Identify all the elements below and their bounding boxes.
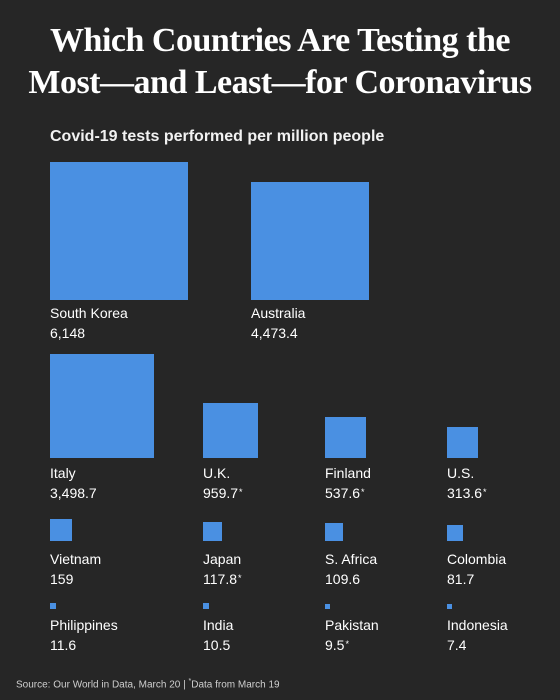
label-s-africa: S. Africa 109.6 <box>325 550 377 588</box>
label-japan: Japan 117.8* <box>203 550 242 588</box>
label-philippines: Philippines 11.6 <box>50 616 118 654</box>
country-name: Vietnam <box>50 551 102 567</box>
country-name: India <box>203 617 234 633</box>
footnote-mark: * <box>483 487 487 497</box>
value-label: 4,473.4 <box>251 325 298 341</box>
square-finland <box>325 417 366 458</box>
label-indonesia: Indonesia 7.4 <box>447 616 508 654</box>
value-label: 109.6 <box>325 571 361 587</box>
value-label: 537.6* <box>325 485 365 501</box>
source-footnote-mark: * <box>188 678 192 685</box>
country-name: U.K. <box>203 465 231 481</box>
value-label: 10.5 <box>203 637 231 653</box>
title-line-2: Most—and Least—for Coronavirus <box>28 64 532 101</box>
label-finland: Finland 537.6* <box>325 464 371 502</box>
value-label: 9.5* <box>325 637 349 653</box>
country-name: U.S. <box>447 465 475 481</box>
footnote-mark: * <box>361 487 365 497</box>
source-footnote-text: Data from March 19 <box>191 679 280 691</box>
square-pakistan <box>325 603 331 609</box>
value-label: 11.6 <box>50 637 77 653</box>
square-s-africa <box>325 522 344 541</box>
value-label: 81.7 <box>447 571 475 587</box>
source-text: Source: Our World in Data, March 20 | <box>16 679 189 691</box>
label-vietnam: Vietnam 159 <box>50 550 101 588</box>
value-label: 313.6* <box>447 485 487 501</box>
value-label: 959.7* <box>203 485 243 501</box>
country-name: Philippines <box>50 617 118 633</box>
footnote-mark: * <box>238 573 242 583</box>
label-colombia: Colombia 81.7 <box>447 550 506 588</box>
square-italy <box>50 353 155 458</box>
country-name: South Korea <box>50 305 128 321</box>
square-u-k <box>203 403 258 458</box>
label-u-k: U.K. 959.7* <box>203 464 243 502</box>
square-australia <box>251 182 369 300</box>
label-u-s: U.S. 313.6* <box>447 464 487 502</box>
country-name: Finland <box>325 465 371 481</box>
country-name: Pakistan <box>325 617 379 633</box>
square-india <box>203 603 209 609</box>
value-label: 159 <box>50 571 74 587</box>
label-australia: Australia 4,473.4 <box>251 304 305 342</box>
title-line-1: Which Countries Are Testing the <box>50 22 510 59</box>
country-name: Japan <box>203 551 242 567</box>
value-label: 6,148 <box>50 325 86 341</box>
footnote-mark: * <box>345 639 349 649</box>
square-vietnam <box>50 518 73 541</box>
country-name: Australia <box>251 305 306 321</box>
square-colombia <box>447 525 463 541</box>
label-india: India 10.5 <box>203 616 233 654</box>
value-label: 3,498.7 <box>50 485 97 501</box>
chart-subtitle: Covid-19 tests performed per million peo… <box>50 128 385 145</box>
label-pakistan: Pakistan 9.5* <box>325 616 379 654</box>
country-name: Colombia <box>447 551 507 567</box>
footnote-mark: * <box>239 487 243 497</box>
square-philippines <box>50 603 56 609</box>
value-label: 117.8* <box>203 571 242 587</box>
value-label: 7.4 <box>447 637 467 653</box>
square-japan <box>203 521 223 541</box>
square-south-korea <box>50 162 188 300</box>
source-note: Source: Our World in Data, March 20 | *D… <box>16 678 280 690</box>
chart-title: Which Countries Are Testing the Most—and… <box>0 20 560 104</box>
country-name: Italy <box>50 465 76 481</box>
country-name: Indonesia <box>447 617 508 633</box>
label-south-korea: South Korea 6,148 <box>50 304 128 342</box>
country-name: S. Africa <box>325 551 378 567</box>
label-italy: Italy 3,498.7 <box>50 464 97 502</box>
square-u-s <box>447 426 479 458</box>
square-indonesia <box>447 604 452 609</box>
